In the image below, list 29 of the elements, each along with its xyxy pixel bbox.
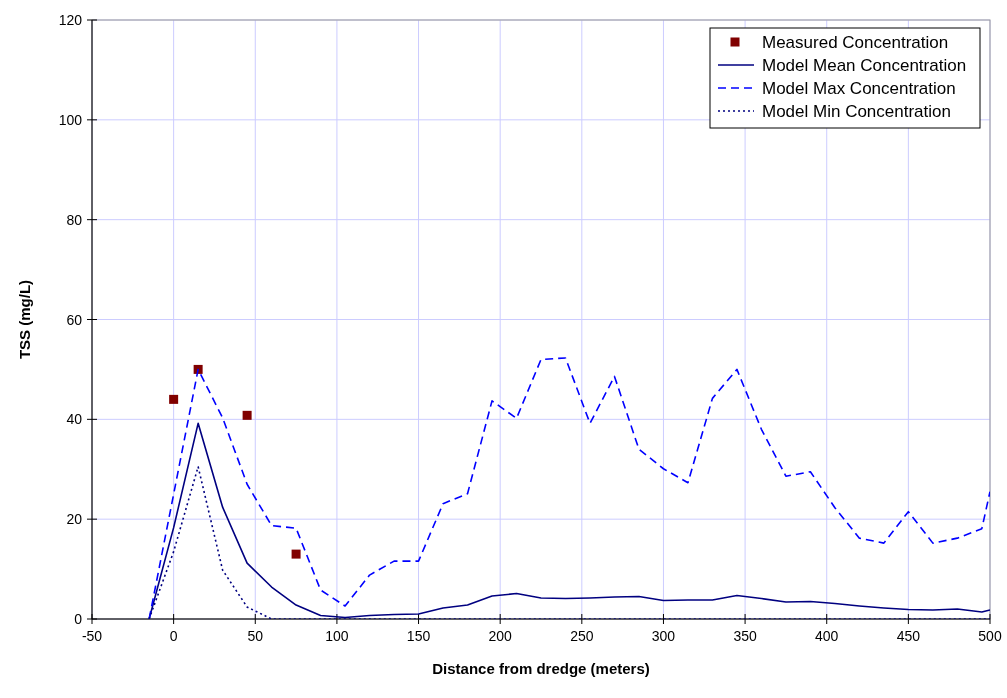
x-tick-label: 200 bbox=[488, 628, 513, 644]
x-tick-label: 400 bbox=[815, 628, 839, 644]
legend-label: Measured Concentration bbox=[762, 33, 949, 52]
y-tick-label: 100 bbox=[58, 111, 83, 128]
line-series bbox=[148, 357, 990, 619]
legend-label: Model Mean Concentration bbox=[762, 56, 967, 75]
x-tick-label: -50 bbox=[81, 628, 103, 644]
y-tick-label: 60 bbox=[66, 311, 83, 328]
x-tick-label: 100 bbox=[325, 628, 349, 644]
x-axis-title: Distance from dredge (meters) bbox=[432, 660, 650, 677]
y-tick-label: 0 bbox=[74, 611, 83, 627]
point bbox=[291, 549, 301, 559]
x-tick-label: 500 bbox=[978, 628, 1002, 644]
y-tick-label: 20 bbox=[66, 511, 83, 528]
x-tick-label: 250 bbox=[570, 628, 594, 644]
x-tick-label: 50 bbox=[247, 628, 264, 644]
legend-label: Model Min Concentration bbox=[762, 102, 951, 121]
x-tick-label: 450 bbox=[896, 628, 921, 644]
x-tick-label: 300 bbox=[651, 628, 676, 644]
y-tick-label: 40 bbox=[66, 411, 83, 428]
y-axis-title: TSS (mg/L) bbox=[16, 279, 33, 360]
y-tick-label: 80 bbox=[66, 211, 83, 228]
x-tick-label: 150 bbox=[406, 628, 431, 644]
legend-label: Model Max Concentration bbox=[762, 79, 956, 98]
y-tick-label: 120 bbox=[58, 12, 83, 28]
x-tick-label: 0 bbox=[169, 628, 178, 644]
point bbox=[169, 394, 179, 404]
point bbox=[242, 410, 252, 420]
x-tick-label: 350 bbox=[733, 628, 757, 644]
